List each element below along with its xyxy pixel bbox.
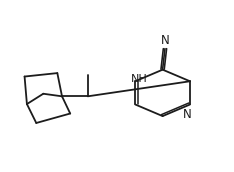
Text: N: N (183, 108, 192, 121)
Text: N: N (161, 34, 169, 47)
Text: NH: NH (131, 74, 147, 84)
